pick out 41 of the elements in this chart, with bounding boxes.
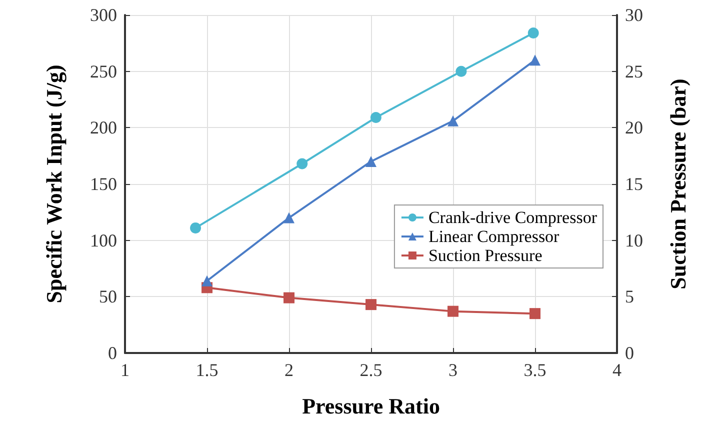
y2-axis-title: Suction Pressure (bar) — [666, 78, 690, 290]
y-tick-label: 250 — [90, 61, 117, 82]
legend-label: Suction Pressure — [428, 246, 542, 265]
point — [448, 306, 458, 317]
x-tick-label: 4 — [612, 360, 622, 380]
y-tick-label: 300 — [90, 5, 117, 25]
y2-tick-label: 25 — [625, 61, 643, 82]
x-axis-title: Pressure Ratio — [302, 394, 440, 418]
point — [366, 299, 376, 310]
x-tick-label: 2 — [284, 360, 294, 380]
y2-tick-label: 15 — [625, 174, 643, 194]
legend-label: Crank-drive Compressor — [428, 208, 598, 227]
y-tick-label: 0 — [108, 343, 117, 363]
y-axis-title: Specific Work Input (J/g) — [42, 64, 66, 304]
point — [456, 66, 467, 77]
y-tick-label: 100 — [90, 230, 117, 250]
x-tick-label: 3.5 — [524, 360, 546, 380]
point — [202, 275, 212, 286]
point — [370, 112, 382, 124]
point — [296, 158, 308, 170]
point — [448, 115, 458, 126]
x-tick-label: 2.5 — [360, 360, 382, 380]
point — [190, 222, 202, 234]
y2-tick-label: 5 — [625, 286, 634, 307]
y-tick-label: 50 — [99, 286, 117, 307]
x-tick-label: 3 — [448, 360, 458, 380]
y-tick-label: 200 — [90, 118, 117, 138]
point — [530, 54, 540, 66]
point — [284, 212, 294, 224]
y2-tick-label: 20 — [625, 118, 643, 138]
point — [366, 156, 376, 167]
point — [530, 308, 540, 320]
y2-tick-label: 10 — [625, 230, 643, 250]
legend-label: Linear Compressor — [428, 227, 560, 246]
x-tick-label: 1.5 — [196, 360, 218, 380]
y2-tick-label: 0 — [625, 343, 634, 363]
x-tick-label: 1 — [120, 360, 130, 380]
point — [284, 292, 294, 304]
point — [528, 28, 539, 39]
y-tick-label: 150 — [90, 174, 117, 194]
y2-tick-label: 30 — [625, 5, 643, 25]
